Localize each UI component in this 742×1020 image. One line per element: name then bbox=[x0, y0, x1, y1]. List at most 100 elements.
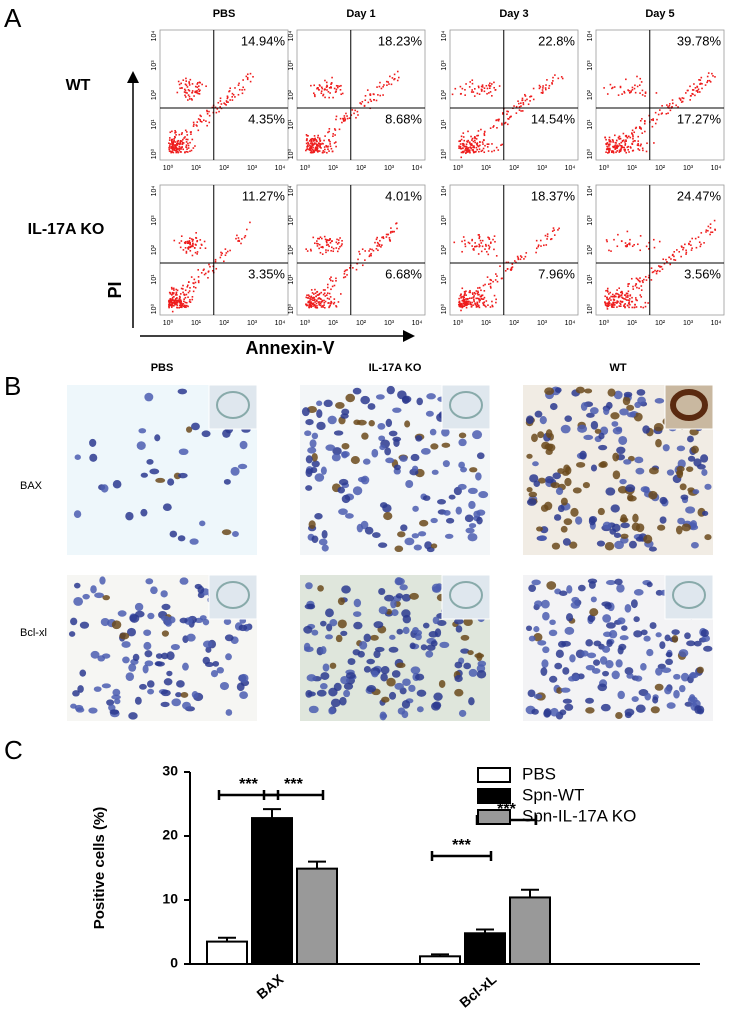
event-dot bbox=[460, 310, 462, 312]
event-dot bbox=[183, 249, 185, 251]
cell-nucleus bbox=[556, 487, 563, 495]
cell-nucleus bbox=[573, 674, 579, 680]
cell-nucleus bbox=[537, 431, 544, 438]
event-dot bbox=[317, 87, 319, 89]
cell-nucleus bbox=[329, 619, 337, 626]
cell-nucleus bbox=[608, 389, 616, 397]
event-dot bbox=[607, 147, 609, 149]
event-dot bbox=[323, 304, 325, 306]
event-dot bbox=[249, 222, 251, 224]
cell-nucleus bbox=[371, 449, 378, 458]
event-dot bbox=[631, 301, 633, 303]
cell-nucleus bbox=[412, 466, 418, 472]
event-dot bbox=[608, 293, 610, 295]
event-dot bbox=[616, 140, 618, 142]
event-dot bbox=[180, 305, 182, 307]
event-dot bbox=[474, 292, 476, 294]
event-dot bbox=[331, 240, 333, 242]
event-dot bbox=[186, 141, 188, 143]
event-dot bbox=[619, 143, 621, 145]
event-dot bbox=[644, 123, 646, 125]
cell-nucleus bbox=[605, 542, 614, 550]
event-dot bbox=[484, 248, 486, 250]
cell-nucleus bbox=[358, 477, 367, 483]
event-dot bbox=[331, 77, 333, 79]
event-dot bbox=[469, 152, 471, 154]
event-dot bbox=[239, 89, 241, 91]
cell-nucleus bbox=[468, 488, 478, 494]
event-dot bbox=[365, 95, 367, 97]
event-dot bbox=[485, 245, 487, 247]
event-dot bbox=[639, 92, 641, 94]
event-dot bbox=[482, 141, 484, 143]
event-dot bbox=[522, 98, 524, 100]
cell-nucleus bbox=[601, 704, 611, 712]
event-dot bbox=[501, 278, 503, 280]
cell-nucleus bbox=[612, 671, 620, 680]
cell-nucleus bbox=[533, 626, 539, 632]
event-dot bbox=[639, 249, 641, 251]
event-dot bbox=[463, 143, 465, 145]
cell-nucleus bbox=[415, 674, 424, 681]
cell-nucleus bbox=[140, 509, 147, 517]
event-dot bbox=[637, 148, 639, 150]
event-dot bbox=[319, 139, 321, 141]
event-dot bbox=[470, 136, 472, 138]
cell-nucleus bbox=[402, 594, 411, 602]
event-dot bbox=[320, 147, 322, 149]
event-dot bbox=[326, 244, 328, 246]
legend-swatch bbox=[478, 810, 510, 824]
event-dot bbox=[314, 94, 316, 96]
event-dot bbox=[176, 300, 178, 302]
cell-nucleus bbox=[386, 678, 395, 687]
event-dot bbox=[536, 247, 538, 249]
event-dot bbox=[671, 106, 673, 108]
panel-letter: C bbox=[4, 735, 23, 765]
cell-nucleus bbox=[549, 630, 558, 636]
event-dot bbox=[665, 259, 667, 261]
cell-nucleus bbox=[225, 653, 232, 660]
cell-nucleus bbox=[609, 630, 617, 638]
x-tick-label: 10¹ bbox=[328, 165, 339, 172]
cell-nucleus bbox=[316, 422, 325, 430]
event-dot bbox=[188, 94, 190, 96]
cell-nucleus bbox=[677, 470, 683, 478]
event-dot bbox=[193, 124, 195, 126]
event-dot bbox=[323, 94, 325, 96]
event-dot bbox=[493, 87, 495, 89]
event-dot bbox=[624, 294, 626, 296]
event-dot bbox=[539, 88, 541, 90]
x-tick-label: 10⁰ bbox=[163, 164, 174, 172]
cell-nucleus bbox=[531, 434, 538, 442]
event-dot bbox=[461, 241, 463, 243]
event-dot bbox=[325, 252, 327, 254]
event-dot bbox=[517, 256, 519, 258]
event-dot bbox=[381, 88, 383, 90]
event-dot bbox=[623, 149, 625, 151]
event-dot bbox=[339, 237, 341, 239]
row-label: Bcl-xl bbox=[20, 627, 47, 639]
event-dot bbox=[474, 242, 476, 244]
cell-nucleus bbox=[412, 533, 419, 538]
cell-nucleus bbox=[379, 445, 385, 450]
event-dot bbox=[646, 151, 648, 153]
event-dot bbox=[520, 258, 522, 260]
x-tick-label: 10⁴ bbox=[565, 165, 576, 172]
event-dot bbox=[488, 245, 490, 247]
cell-nucleus bbox=[364, 666, 371, 673]
content: PBSDay 1Day 3Day 5WTIL-17A KO14.94%4.35%… bbox=[20, 8, 724, 1011]
event-dot bbox=[619, 136, 621, 138]
event-dot bbox=[318, 294, 320, 296]
event-dot bbox=[171, 294, 173, 296]
cell-nucleus bbox=[323, 663, 330, 671]
cell-nucleus bbox=[320, 683, 328, 689]
cell-nucleus bbox=[536, 526, 543, 531]
event-dot bbox=[331, 82, 333, 84]
event-dot bbox=[481, 251, 483, 253]
event-dot bbox=[627, 231, 629, 233]
event-dot bbox=[624, 92, 626, 94]
event-dot bbox=[471, 302, 473, 304]
event-dot bbox=[618, 287, 620, 289]
event-dot bbox=[343, 277, 345, 279]
cell-nucleus bbox=[399, 455, 407, 462]
